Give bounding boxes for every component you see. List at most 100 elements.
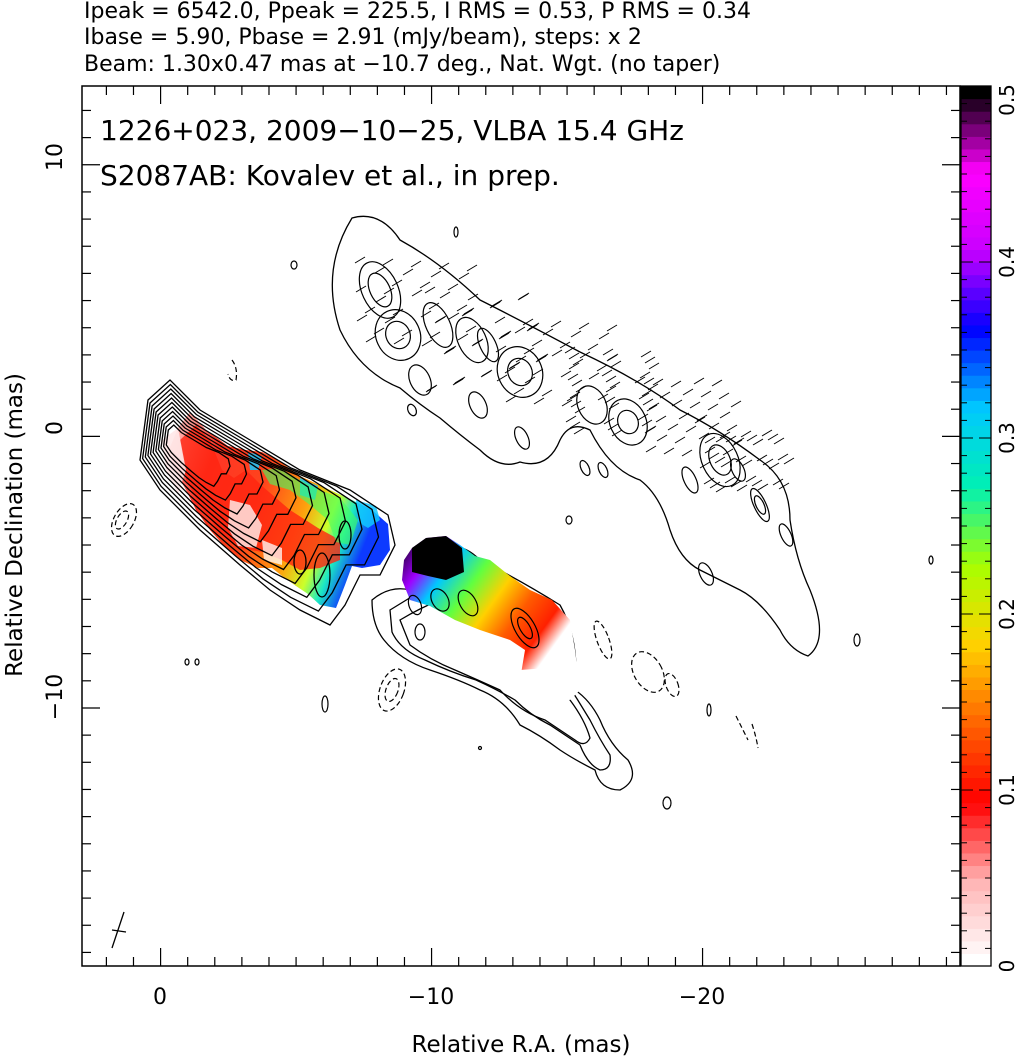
evpa-tick xyxy=(730,400,742,408)
evpa-tick xyxy=(559,341,571,349)
evpa-tick xyxy=(505,395,517,403)
colorbar-segment xyxy=(961,626,991,640)
evpa-tick xyxy=(572,358,584,366)
evpa-tick xyxy=(602,348,614,356)
evpa-tick xyxy=(542,328,554,336)
evpa-tick xyxy=(566,394,578,402)
colorbar-segment xyxy=(961,174,991,188)
evpa-tick xyxy=(715,485,727,493)
evpa-contour xyxy=(385,320,411,350)
colorbar-segment xyxy=(961,903,991,917)
colorbar-segment xyxy=(961,764,991,779)
colorbar-segment xyxy=(961,538,991,552)
evpa-tick xyxy=(564,346,576,354)
colorbar-segment xyxy=(961,475,991,489)
colorbar-segment xyxy=(961,324,991,339)
evpa-tick xyxy=(609,381,621,389)
intensity-contour xyxy=(152,401,314,557)
evpa-contour xyxy=(367,272,393,308)
evpa-tick xyxy=(746,434,758,442)
evpa-tick xyxy=(515,355,527,363)
evpa-tick xyxy=(532,368,544,376)
evpa-tick xyxy=(720,460,732,468)
evpa-tick xyxy=(424,286,436,294)
evpa-tick xyxy=(663,447,675,455)
colorbar-tick-label: 0.1 xyxy=(995,774,1019,806)
evpa-contour xyxy=(507,357,533,387)
intensity-contour xyxy=(160,415,264,515)
evpa-tick xyxy=(681,449,693,457)
evpa-tick xyxy=(571,379,583,387)
evpa-tick xyxy=(670,380,682,388)
evpa-tick xyxy=(648,402,660,410)
evpa-tick xyxy=(392,308,404,316)
evpa-tick xyxy=(603,417,615,425)
evpa-tick xyxy=(456,304,468,312)
evpa-tick xyxy=(391,279,403,287)
evpa-tick xyxy=(522,318,534,326)
evpa-tick xyxy=(420,310,432,318)
evpa-tick xyxy=(533,397,545,405)
header-line-3: Beam: 1.30x0.47 mas at −10.7 deg., Nat. … xyxy=(84,52,721,77)
evpa-contour xyxy=(708,444,732,476)
evpa-tick xyxy=(587,343,599,351)
evpa-tick xyxy=(652,378,664,386)
colorbar-tick-labels: 0 0.1 0.2 0.3 0.4 0.5 xyxy=(995,84,1019,972)
colorbar-segment xyxy=(961,777,991,791)
evpa-tick xyxy=(725,435,737,443)
colorbar-segment xyxy=(961,739,991,753)
evpa-tick xyxy=(430,270,442,278)
colorbar-segment xyxy=(961,815,991,829)
evpa-tick xyxy=(466,264,478,272)
evpa-tick xyxy=(569,421,581,429)
evpa-tick xyxy=(605,375,617,383)
evpa-tick xyxy=(575,385,587,393)
colorbar-segment xyxy=(961,211,991,225)
evpa-tick xyxy=(726,424,738,432)
evpa-tick xyxy=(699,461,711,469)
evpa-tick xyxy=(447,283,459,291)
evpa-tick xyxy=(504,366,516,374)
colorbar-segment xyxy=(961,111,991,125)
evpa-tick xyxy=(718,392,730,400)
evpa-tick xyxy=(481,369,493,377)
colorbar-segment xyxy=(961,425,991,439)
evpa-contour xyxy=(597,461,609,479)
evpa-tick xyxy=(777,453,789,461)
intensity-contour xyxy=(338,520,352,550)
evpa-tick xyxy=(541,389,553,397)
evpa-contour xyxy=(496,346,544,398)
evpa-tick xyxy=(496,374,508,382)
evpa-tick xyxy=(472,338,484,346)
intensity-contour xyxy=(139,379,396,626)
evpa-tick xyxy=(463,307,475,315)
evpa-tick xyxy=(741,459,753,467)
evpa-tick xyxy=(465,325,477,333)
evpa-tick xyxy=(438,262,450,270)
evpa-tick xyxy=(745,475,757,483)
evpa-tick xyxy=(639,371,651,379)
evpa-tick xyxy=(643,377,655,385)
x-axis-label: Relative R.A. (mas) xyxy=(412,1032,631,1058)
plot-frame xyxy=(81,85,961,967)
evpa-contour xyxy=(406,403,418,417)
evpa-tick xyxy=(439,291,451,299)
intensity-contours xyxy=(139,379,396,626)
evpa-tick xyxy=(579,351,591,359)
evpa-tick xyxy=(401,329,413,337)
evpa-tick xyxy=(735,455,747,463)
evpa-tick xyxy=(709,481,721,489)
y-tick-label: 10 xyxy=(43,143,68,171)
evpa-tick xyxy=(454,376,466,384)
colorbar-segment xyxy=(961,702,991,716)
evpa-tick xyxy=(382,258,394,266)
colorbar-segment xyxy=(961,375,991,389)
evpa-tick xyxy=(524,376,536,384)
evpa-tick xyxy=(605,385,617,393)
evpa-tick xyxy=(644,356,656,364)
intensity-contour xyxy=(155,406,297,543)
evpa-tick xyxy=(588,372,600,380)
evpa-tick xyxy=(707,403,719,411)
evpa-tick xyxy=(768,462,780,470)
header-line-2: Ibase = 5.90, Pbase = 2.91 (mJy/beam), s… xyxy=(84,25,642,50)
